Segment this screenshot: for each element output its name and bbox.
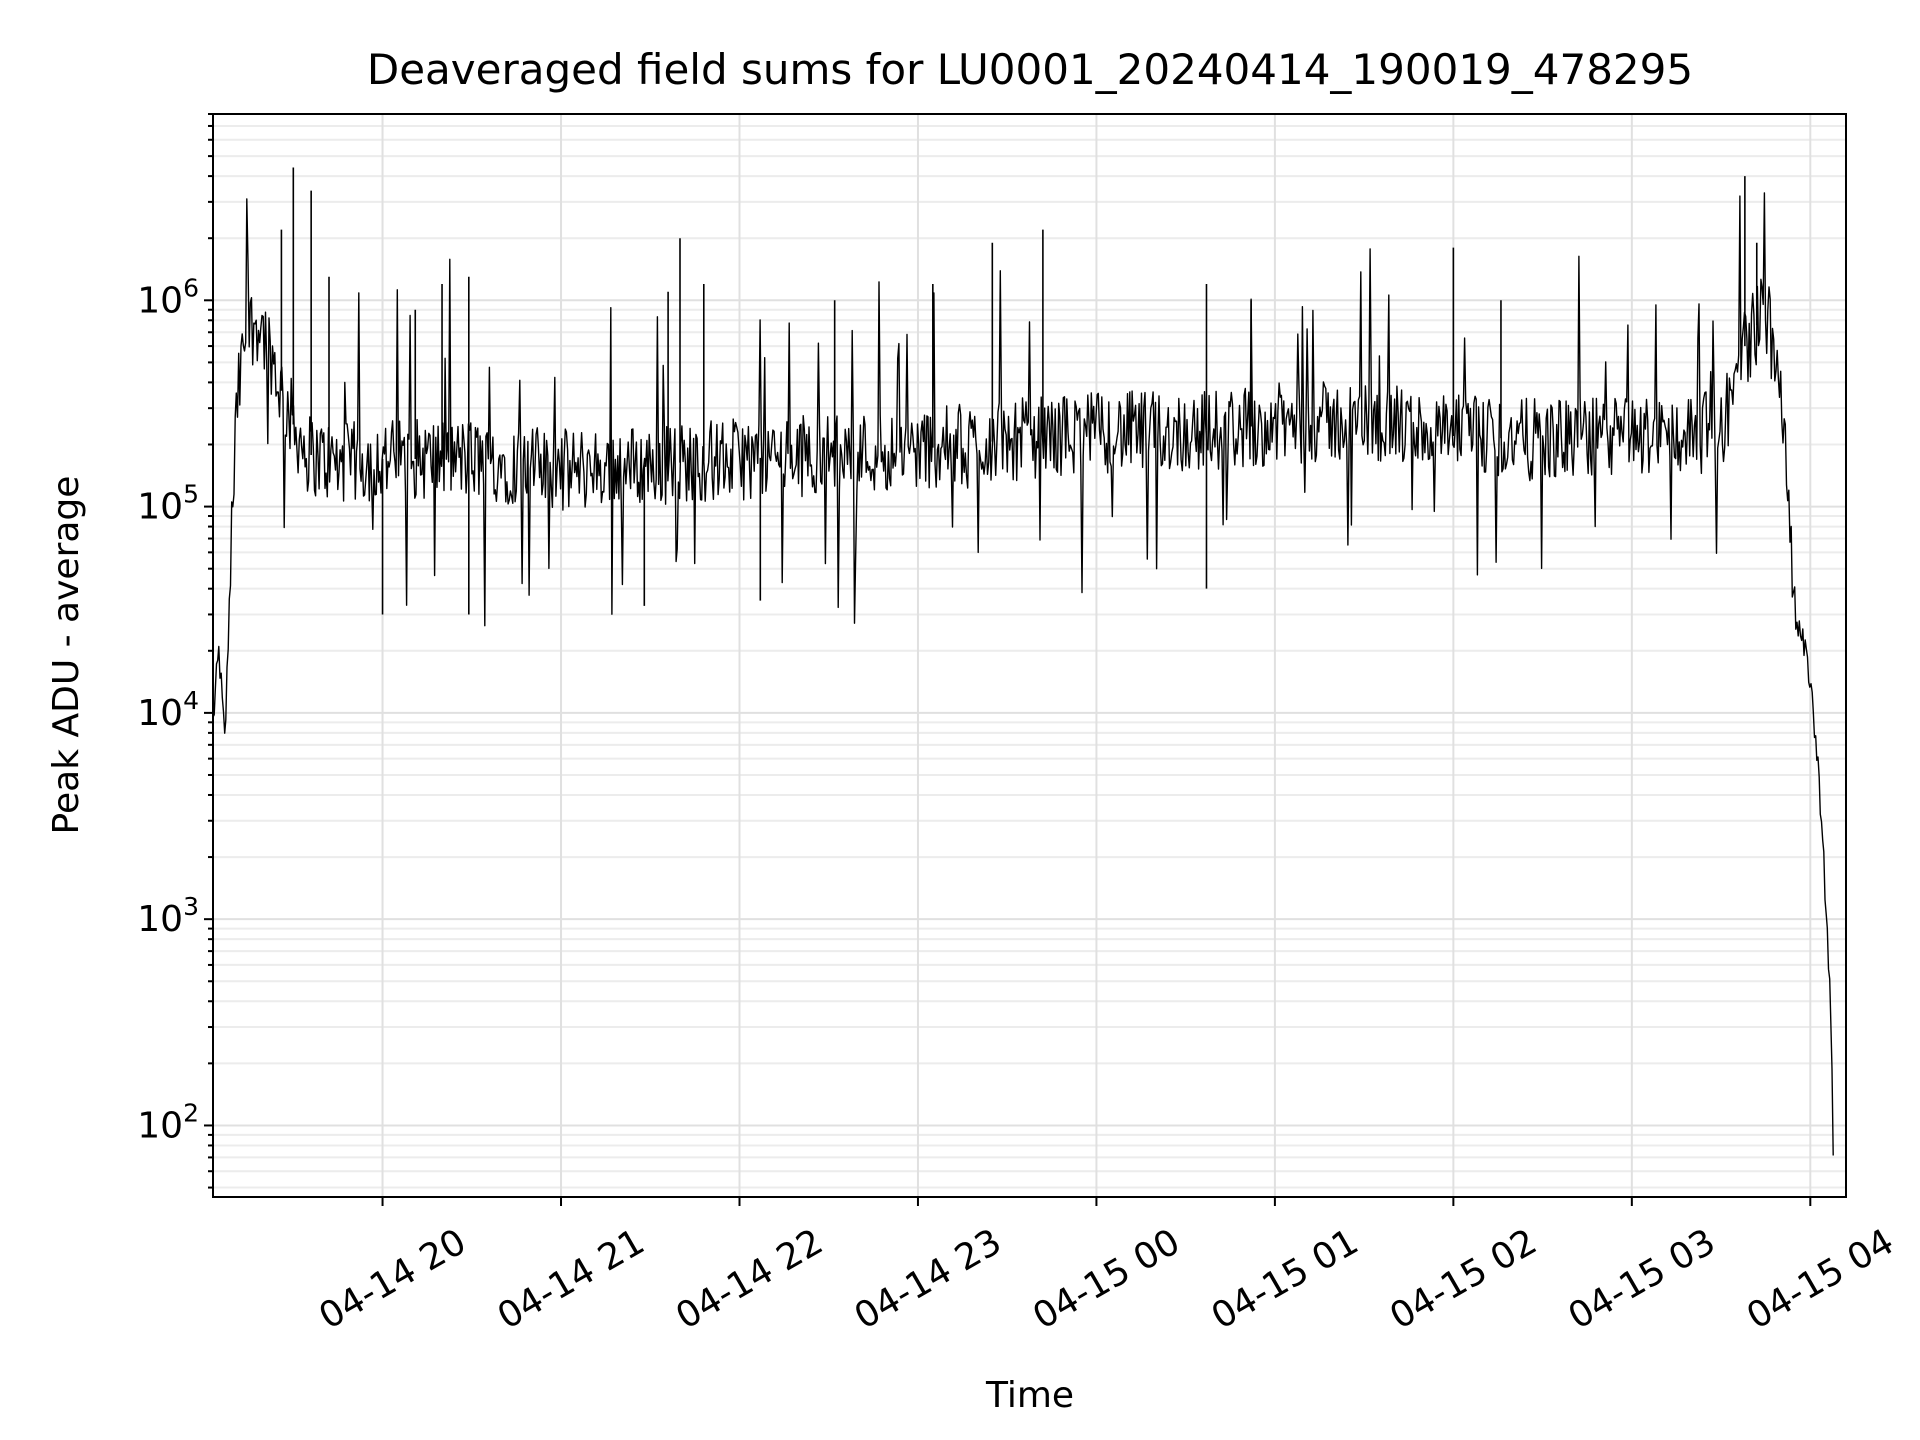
- y-tick-label: 103: [137, 892, 199, 940]
- y-axis: 102 103 104 105 106: [137, 113, 213, 1189]
- series-group: [212, 167, 1834, 1156]
- x-axis-label: Time: [985, 1375, 1074, 1416]
- y-axis-label: Peak ADU - average: [46, 476, 87, 835]
- y-tick-label: 105: [137, 480, 199, 528]
- plot-frame: [212, 113, 1847, 1198]
- y-tick-label: 102: [137, 1098, 199, 1146]
- y-tick-label: 104: [137, 686, 199, 734]
- series-line: [212, 192, 1834, 1156]
- chart-title: Deaveraged field sums for LU0001_2024041…: [367, 45, 1693, 94]
- y-tick-label: 106: [137, 273, 199, 321]
